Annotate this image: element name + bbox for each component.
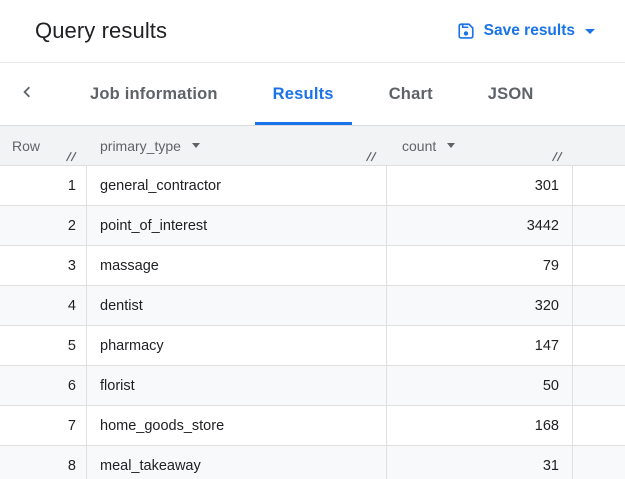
save-results-label: Save results xyxy=(483,22,575,39)
column-header-primary-type[interactable]: primary_type xyxy=(87,126,387,165)
row-number: 7 xyxy=(0,406,87,445)
chevron-left-icon xyxy=(16,81,38,108)
filler-cell xyxy=(573,166,625,205)
row-number: 5 xyxy=(0,326,87,365)
primary-type-cell: home_goods_store xyxy=(87,406,387,445)
table-row: 7 home_goods_store 168 xyxy=(0,406,625,446)
filler-cell xyxy=(573,366,625,405)
filler-cell xyxy=(573,286,625,325)
tab-chart[interactable]: Chart xyxy=(388,84,433,103)
count-cell: 147 xyxy=(387,326,573,365)
dropdown-caret-icon xyxy=(585,28,595,34)
filler-cell xyxy=(573,246,625,285)
column-resize-icon[interactable] xyxy=(365,151,378,162)
table-row: 5 pharmacy 147 xyxy=(0,326,625,366)
count-cell: 3442 xyxy=(387,206,573,245)
count-cell: 50 xyxy=(387,366,573,405)
primary-type-cell: pharmacy xyxy=(87,326,387,365)
results-table: Row primary_type count xyxy=(0,126,625,479)
row-number: 3 xyxy=(0,246,87,285)
table-row: 1 general_contractor 301 xyxy=(0,166,625,206)
table-header-row: Row primary_type count xyxy=(0,126,625,166)
tab-json[interactable]: JSON xyxy=(487,84,534,103)
primary-type-cell: point_of_interest xyxy=(87,206,387,245)
filler-cell xyxy=(573,206,625,245)
count-cell: 31 xyxy=(387,446,573,479)
filler-cell xyxy=(573,406,625,445)
sort-caret-icon[interactable] xyxy=(191,143,200,148)
filler-cell xyxy=(573,446,625,479)
table-row: 4 dentist 320 xyxy=(0,286,625,326)
column-header-count[interactable]: count xyxy=(387,126,573,165)
row-number: 2 xyxy=(0,206,87,245)
table-row: 6 florist 50 xyxy=(0,366,625,406)
primary-type-cell: meal_takeaway xyxy=(87,446,387,479)
save-results-button[interactable]: Save results xyxy=(457,22,595,40)
page-title: Query results xyxy=(35,18,168,43)
table-row: 2 point_of_interest 3442 xyxy=(0,206,625,246)
column-label: count xyxy=(402,137,437,154)
column-header-row[interactable]: Row xyxy=(0,126,87,165)
column-header-filler xyxy=(573,126,625,165)
query-results-header: Query results Save results xyxy=(0,0,625,63)
column-resize-icon[interactable] xyxy=(65,151,78,162)
sort-caret-icon[interactable] xyxy=(447,143,456,148)
primary-type-cell: massage xyxy=(87,246,387,285)
count-cell: 320 xyxy=(387,286,573,325)
scroll-tabs-left-button[interactable] xyxy=(16,63,38,125)
row-number: 1 xyxy=(0,166,87,205)
save-icon xyxy=(457,22,475,40)
primary-type-cell: general_contractor xyxy=(87,166,387,205)
results-tab-bar: Job information Results Chart JSON xyxy=(0,63,625,126)
count-cell: 301 xyxy=(387,166,573,205)
count-cell: 79 xyxy=(387,246,573,285)
table-row: 8 meal_takeaway 31 xyxy=(0,446,625,479)
tab-results[interactable]: Results xyxy=(255,63,352,125)
column-label: primary_type xyxy=(100,137,181,154)
row-number: 8 xyxy=(0,446,87,479)
primary-type-cell: dentist xyxy=(87,286,387,325)
row-number: 6 xyxy=(0,366,87,405)
filler-cell xyxy=(573,326,625,365)
tab-list: Job information Results Chart JSON xyxy=(72,63,552,125)
row-number: 4 xyxy=(0,286,87,325)
column-label: Row xyxy=(12,137,41,154)
column-resize-icon[interactable] xyxy=(551,151,564,162)
primary-type-cell: florist xyxy=(87,366,387,405)
count-cell: 168 xyxy=(387,406,573,445)
table-row: 3 massage 79 xyxy=(0,246,625,286)
tab-job-information[interactable]: Job information xyxy=(90,84,218,103)
